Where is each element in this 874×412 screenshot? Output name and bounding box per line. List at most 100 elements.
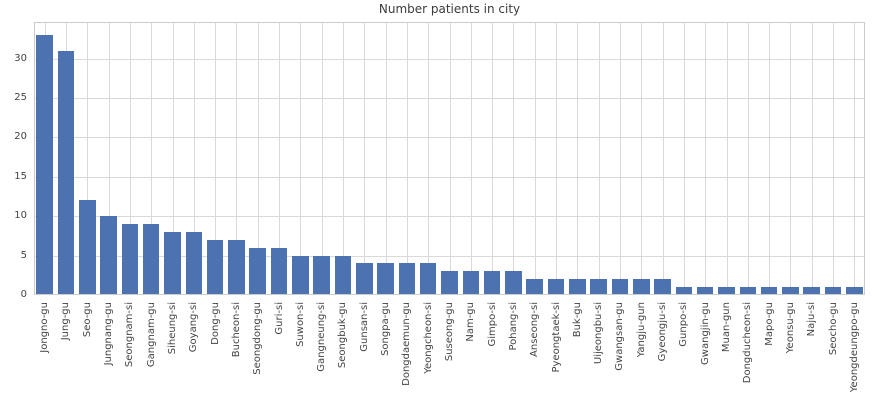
x-tick-label: Gangneung-si: [316, 302, 328, 372]
v-gridline: [215, 22, 216, 295]
bar: [718, 287, 735, 295]
bar: [57, 51, 75, 295]
x-tick-label: Guri-si: [273, 302, 285, 335]
h-gridline: [34, 98, 865, 100]
x-tick-label: Buk-gu: [571, 302, 583, 338]
bar: [292, 256, 309, 295]
bar: [696, 287, 714, 295]
bar: [611, 279, 629, 295]
bar: [526, 279, 543, 295]
chart-title: Number patients in city: [378, 2, 521, 16]
v-gridline: [833, 22, 834, 295]
v-gridline: [620, 22, 621, 295]
v-gridline: [258, 22, 259, 295]
v-gridline: [641, 22, 642, 295]
x-tick-label: Songpa-gu: [380, 302, 392, 356]
bar: [398, 263, 416, 295]
v-gridline: [854, 22, 855, 295]
x-tick-label: Yeongcheon-si: [422, 302, 434, 374]
x-tick-label: Gwangsan-gu: [614, 302, 626, 371]
h-gridline: [34, 176, 865, 178]
bar: [334, 256, 352, 295]
x-tick-label: Gwangjin-gu: [699, 302, 711, 365]
bar: [654, 279, 671, 295]
v-gridline: [705, 22, 706, 295]
y-tick-label: 20: [14, 131, 27, 143]
v-gridline: [236, 22, 237, 295]
y-tick-label: 10: [14, 210, 27, 222]
x-tick-label: Suseong-gu: [444, 302, 455, 362]
v-gridline: [450, 22, 451, 295]
v-gridline: [322, 22, 323, 295]
bar: [377, 263, 394, 295]
v-gridline: [151, 22, 152, 295]
v-gridline: [407, 22, 408, 295]
x-tick-label: Seongbuk-gu: [337, 302, 349, 369]
x-tick-label: Gimpo-si: [486, 302, 498, 347]
bar: [590, 279, 607, 295]
h-gridline: [34, 137, 865, 139]
x-tick-label: Uijeongbu-si: [593, 302, 605, 365]
v-gridline: [364, 22, 365, 295]
v-gridline: [727, 22, 728, 295]
v-gridline: [173, 22, 174, 295]
y-tick-label: 30: [14, 52, 27, 64]
bar: [846, 287, 863, 295]
v-gridline: [279, 22, 280, 295]
v-gridline: [684, 22, 685, 295]
v-gridline: [471, 22, 472, 295]
x-tick-label: Gyeongju-si: [657, 302, 669, 362]
v-gridline: [513, 22, 514, 295]
x-tick-label: Yeonsu-gu: [784, 302, 796, 354]
bar: [483, 271, 501, 295]
x-tick-label: Anseong-si: [529, 302, 541, 357]
y-tick-label: 5: [20, 249, 27, 261]
x-tick-label: Bucheon-si: [230, 302, 242, 358]
v-gridline: [556, 22, 557, 295]
bar: [206, 240, 224, 295]
x-tick-label: Gangnam-gu: [145, 302, 157, 368]
bar: [633, 279, 650, 295]
bar: [185, 232, 203, 295]
x-tick-label: Yangju-gun: [635, 302, 647, 358]
v-gridline: [343, 22, 344, 295]
x-tick-label: Gunsan-si: [358, 302, 370, 352]
x-tick-label: Seongdong-gu: [252, 302, 264, 375]
x-tick-label: Suwon-si: [294, 302, 306, 347]
bar: [782, 287, 799, 295]
x-tick-label: Mapo-gu: [763, 302, 775, 346]
bar: [569, 279, 586, 295]
x-tick-label: Siheung-si: [167, 302, 178, 355]
x-tick-label: Nam-gu: [465, 302, 477, 342]
x-tick-label: Jung-gu: [60, 302, 72, 341]
v-gridline: [769, 22, 770, 295]
bar: [824, 287, 842, 295]
h-gridline: [34, 216, 865, 218]
v-gridline: [194, 22, 195, 295]
v-gridline: [300, 22, 301, 295]
bar: [100, 216, 117, 295]
v-gridline: [109, 22, 110, 295]
x-tick-label: Dong-gu: [209, 302, 221, 345]
bar: [121, 224, 139, 295]
x-tick-label: Pohang-si: [507, 302, 519, 351]
bar: [505, 271, 522, 295]
x-tick-label: Yeongdeungpo-gu: [848, 302, 860, 393]
x-tick-label: Jungnang-gu: [103, 302, 115, 366]
v-gridline: [790, 22, 791, 295]
bar: [270, 248, 288, 295]
bar: [441, 271, 458, 295]
v-gridline: [535, 22, 536, 295]
x-tick-label: Jongno-gu: [39, 302, 51, 353]
h-gridline: [34, 255, 865, 257]
v-gridline: [663, 22, 664, 295]
bar: [547, 279, 565, 295]
x-tick-label: Seongnam-si: [124, 302, 136, 368]
bar: [675, 287, 693, 295]
plot-area: [34, 22, 865, 295]
bar: [739, 287, 757, 295]
bar: [419, 263, 437, 295]
v-gridline: [428, 22, 429, 295]
x-tick-label: Seo-gu: [81, 302, 93, 338]
v-gridline: [577, 22, 578, 295]
